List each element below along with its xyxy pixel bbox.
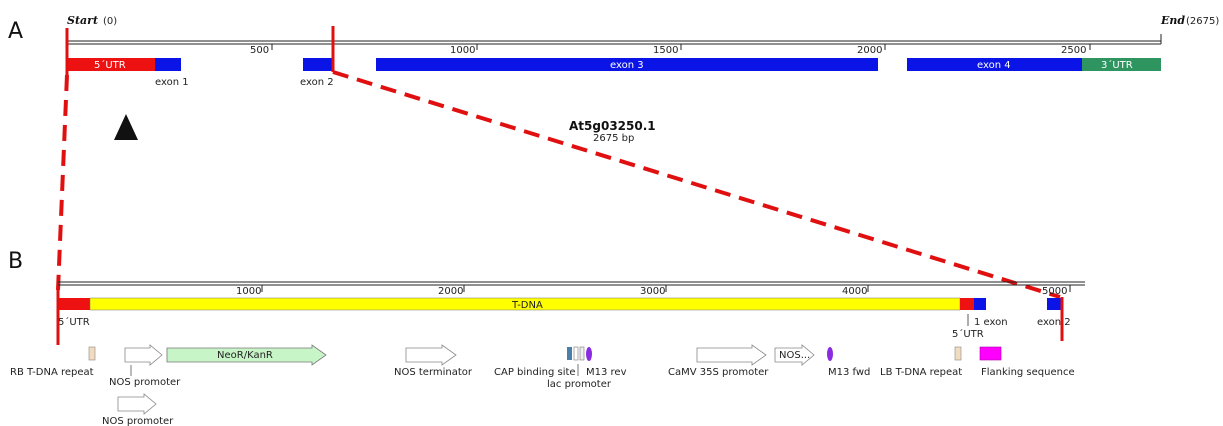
exon1-b-feature xyxy=(974,298,986,310)
m13-rev-feature xyxy=(586,347,592,361)
utr5-right-feature xyxy=(960,298,974,310)
cap-site-label: CAP binding site xyxy=(494,367,576,378)
gene-name: At5g03250.1 xyxy=(569,119,656,133)
tick-label-5000-b: 5000 xyxy=(1042,286,1067,297)
exon2-b-label: exon 2 xyxy=(1037,317,1071,328)
m13-fwd-feature xyxy=(827,347,833,361)
nos-promoter-2-label: NOS promoter xyxy=(102,416,174,426)
tick-label-500: 500 xyxy=(250,45,269,56)
camv-arrow xyxy=(696,344,767,366)
nos-short-arrow xyxy=(774,344,815,366)
m13-rev-label: M13 rev xyxy=(586,367,627,378)
tick-label-2500: 2500 xyxy=(1061,45,1086,56)
utr5-left-feature xyxy=(58,298,90,310)
start-value: (0) xyxy=(103,16,117,27)
panel-b-label: B xyxy=(8,249,23,274)
exon2-b-feature xyxy=(1047,298,1061,310)
panel-a-ruler xyxy=(67,34,1162,50)
cap-site-feature xyxy=(567,347,572,360)
exon4-feature xyxy=(907,58,1082,71)
exon2-label: exon 2 xyxy=(300,77,334,88)
nos-terminator-label: NOS terminator xyxy=(394,367,473,378)
nos-promoter-2-arrow xyxy=(117,393,157,415)
start-label: Start xyxy=(67,14,98,27)
lb-repeat-feature xyxy=(954,346,962,361)
zoom-line-right xyxy=(332,70,1061,299)
tick-label-4000-b: 4000 xyxy=(842,286,867,297)
gene-size: 2675 bp xyxy=(593,133,634,144)
tick-label-2000: 2000 xyxy=(857,45,882,56)
panel-b-ruler xyxy=(58,281,1085,292)
exon1-label: exon 1 xyxy=(155,77,189,88)
rb-repeat-feature xyxy=(88,346,96,361)
tick-label-3000-b: 3000 xyxy=(640,286,665,297)
end-label: End xyxy=(1160,14,1185,27)
nos-short-label: NOS... xyxy=(779,350,810,361)
zoom-line-left xyxy=(56,74,69,291)
rb-repeat-label: RB T-DNA repeat xyxy=(10,367,94,378)
utr5-feature xyxy=(67,58,155,71)
utr3-feature xyxy=(1082,58,1161,71)
utr5-right-label: 5´UTR xyxy=(952,328,984,340)
tick-label-1500: 1500 xyxy=(653,45,678,56)
tick-label-2000-b: 2000 xyxy=(438,286,463,297)
camv-label: CaMV 35S promoter xyxy=(668,367,769,378)
exon1-b-label: 1 exon xyxy=(974,317,1008,328)
exon3-feature xyxy=(376,58,878,71)
panel-a-label: A xyxy=(8,19,23,44)
tick-label-1000-b: 1000 xyxy=(236,286,261,297)
utr3-label: 3´UTR xyxy=(1101,59,1133,71)
neor-label: NeoR/KanR xyxy=(217,350,273,361)
exon1-feature xyxy=(155,58,181,71)
triangle-marker-icon xyxy=(114,114,138,140)
nos-promoter-1-arrow xyxy=(124,344,163,366)
lac-promoter-feature xyxy=(573,346,579,361)
exon4-label: exon 4 xyxy=(977,60,1011,71)
flanking-feature xyxy=(979,346,1002,361)
flanking-label: Flanking sequence xyxy=(981,367,1075,378)
utr5-label: 5´UTR xyxy=(94,59,126,71)
end-value: (2675) xyxy=(1186,16,1219,27)
m13-fwd-label: M13 fwd xyxy=(828,367,870,378)
exon2-feature xyxy=(303,58,333,71)
nos-promoter-1-label: NOS promoter xyxy=(109,377,181,388)
lb-repeat-label: LB T-DNA repeat xyxy=(880,367,962,378)
tick-label-1000: 1000 xyxy=(450,45,475,56)
nos-terminator-arrow xyxy=(405,344,457,366)
lac-promoter-label: lac promoter xyxy=(547,379,612,390)
lac-operator-feature xyxy=(579,346,585,361)
neor-arrow xyxy=(166,344,327,366)
utr5-left-label: 5´UTR xyxy=(58,316,90,328)
tdna-label: T-DNA xyxy=(511,300,543,311)
exon3-label: exon 3 xyxy=(610,60,644,71)
